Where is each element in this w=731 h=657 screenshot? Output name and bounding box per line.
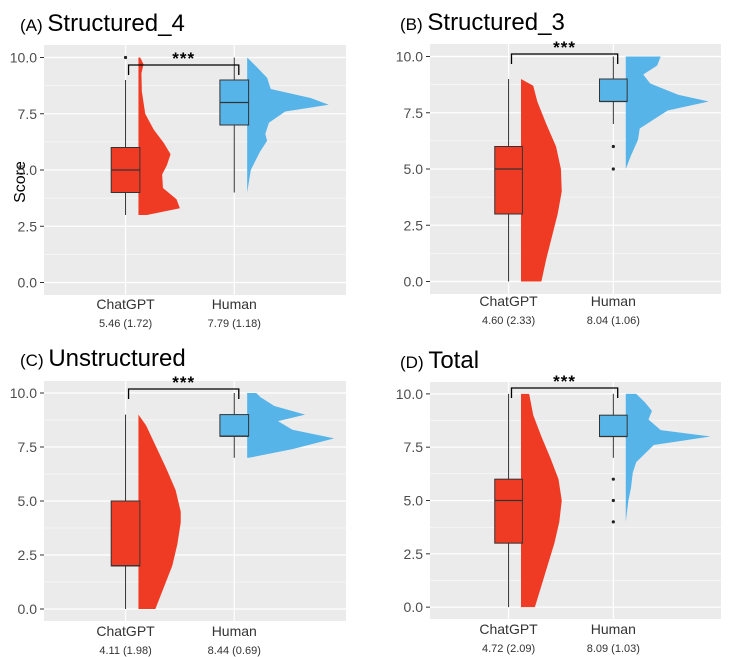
- group-human: Human 7.79 (1.18): [208, 57, 329, 330]
- group-stat-label: 7.79 (1.18): [208, 318, 261, 330]
- density-half-violin: [138, 57, 180, 215]
- group-chatgpt: ChatGPT 4.72 (2.09): [479, 393, 562, 655]
- box: [599, 414, 628, 438]
- panel-letter: (B): [400, 15, 427, 34]
- density-half-violin: [138, 414, 181, 609]
- box: [599, 78, 628, 102]
- significance-label: ***: [172, 373, 195, 392]
- x-category-label: Human: [591, 293, 636, 309]
- y-tick-label: 5.0: [404, 161, 424, 177]
- y-tick-label: 2.5: [404, 217, 424, 233]
- panel-title: (B) Structured_3: [400, 9, 565, 36]
- y-tick-label: 0.0: [18, 601, 38, 617]
- outlier-point: [611, 477, 615, 481]
- panel-name: Total: [428, 347, 479, 374]
- box: [219, 414, 250, 437]
- outlier-point: [611, 520, 615, 524]
- density-half-violin: [625, 56, 709, 169]
- panel-name: Structured_4: [47, 10, 184, 37]
- x-category-label: ChatGPT: [96, 296, 155, 312]
- outlier-point: [611, 144, 615, 149]
- y-tick-label: 7.5: [404, 105, 424, 121]
- panel-1: (A) Structured_4 0.0 2.5 5.0 7.5 10.0 ChatGPT 5…: [10, 10, 346, 330]
- y-tick-label: 5.0: [18, 162, 38, 178]
- y-axis-label: Score: [12, 161, 29, 203]
- outlier-point: [611, 167, 615, 171]
- box: [110, 500, 141, 567]
- significance-bracket: [127, 64, 240, 75]
- group-stat-label: 8.09 (1.03): [587, 643, 640, 655]
- group-chatgpt: ChatGPT 5.46 (1.72): [96, 55, 180, 330]
- y-tick-label: 2.5: [404, 546, 424, 562]
- y-tick-label: 2.5: [18, 218, 38, 234]
- significance-label: ***: [172, 49, 195, 68]
- group-stat-label: 4.11 (1.98): [99, 645, 151, 657]
- panel-title: (D) Total: [400, 347, 479, 374]
- box: [494, 146, 523, 215]
- significance-bracket: [510, 387, 619, 398]
- y-tick-label: 5.0: [18, 493, 38, 509]
- panel-2: (B) Structured_3 0.0 2.5 5.0 7.5 10.0 ChatGPT 4…: [396, 9, 721, 327]
- significance-bracket: [127, 388, 240, 399]
- panel-title: (A) Structured_4: [20, 10, 185, 37]
- y-tick-label: 7.5: [18, 439, 38, 455]
- group-stat-label: 4.72 (2.09): [482, 643, 535, 655]
- density-half-violin: [247, 393, 335, 458]
- box: [494, 478, 523, 544]
- density-half-violin: [521, 393, 562, 608]
- x-category-label: Human: [212, 623, 257, 639]
- x-category-label: ChatGPT: [479, 621, 538, 637]
- y-tick-label: 0.0: [404, 274, 424, 290]
- y-tick-label: 10.0: [396, 49, 423, 65]
- panel-name: Structured_3: [427, 9, 564, 36]
- panel-4: (D) Total 0.0 2.5 5.0 7.5 10.0 ChatGPT 4.72 (2.…: [396, 347, 721, 655]
- group-stat-label: 5.46 (1.72): [99, 318, 152, 330]
- group-human: Human 8.04 (1.06): [587, 56, 709, 327]
- y-tick-label: 10.0: [396, 386, 423, 402]
- x-category-label: Human: [212, 296, 257, 312]
- density-half-violin: [521, 79, 562, 282]
- x-category-label: ChatGPT: [96, 623, 155, 639]
- significance-label: ***: [553, 372, 576, 391]
- y-tick-label: 7.5: [18, 106, 38, 122]
- panel-letter: (C): [20, 351, 48, 370]
- significance-label: ***: [553, 38, 576, 57]
- panel-name: Unstructured: [48, 345, 185, 372]
- group-chatgpt: ChatGPT 4.11 (1.98): [96, 414, 181, 657]
- group-chatgpt: ChatGPT 4.60 (2.33): [479, 79, 562, 327]
- y-tick-label: 0.0: [404, 599, 424, 615]
- y-tick-label: 10.0: [10, 50, 37, 66]
- x-category-label: Human: [591, 621, 636, 637]
- panel-letter: (A): [20, 16, 47, 35]
- y-tick-label: 7.5: [404, 439, 424, 455]
- significance-bracket: [510, 53, 619, 64]
- density-half-violin: [625, 393, 711, 522]
- density-half-violin: [247, 57, 329, 193]
- panel-3: (C) Unstructured 0.0 2.5 5.0 7.5 10.0 ChatGPT 4…: [10, 345, 346, 657]
- panel-title: (C) Unstructured: [20, 345, 186, 372]
- group-stat-label: 4.60 (2.33): [482, 315, 535, 327]
- outlier-point: [611, 498, 615, 503]
- x-category-label: ChatGPT: [479, 293, 538, 309]
- y-tick-label: 5.0: [404, 493, 424, 509]
- group-human: Human 8.44 (0.69): [208, 393, 335, 657]
- group-human: Human 8.09 (1.03): [587, 393, 711, 655]
- group-stat-label: 8.44 (0.69): [208, 645, 261, 657]
- y-tick-label: 0.0: [18, 275, 38, 291]
- outlier-point: [123, 55, 128, 60]
- y-tick-label: 2.5: [18, 547, 38, 563]
- panel-letter: (D): [400, 353, 428, 372]
- y-tick-label: 10.0: [10, 385, 37, 401]
- group-stat-label: 8.04 (1.06): [587, 315, 640, 327]
